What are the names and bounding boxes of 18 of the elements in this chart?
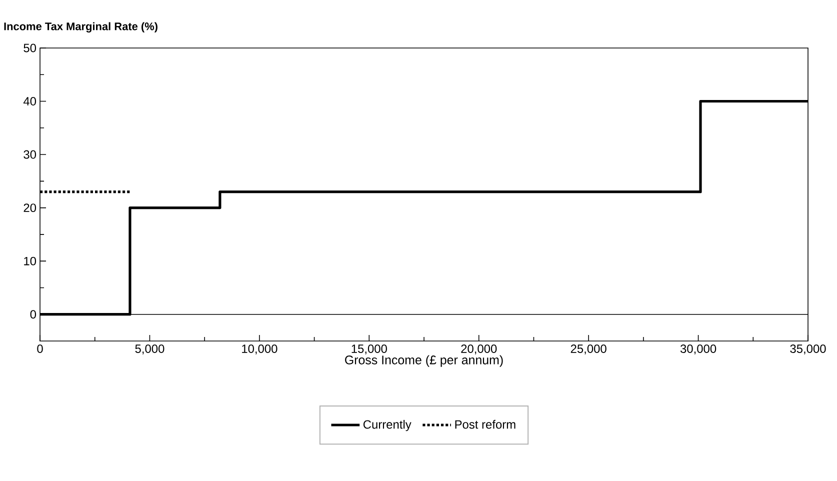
x-tick-label: 20,000	[461, 344, 497, 354]
x-tick-label: 25,000	[570, 344, 606, 354]
y-axis-title: Income Tax Marginal Rate (%)	[4, 22, 158, 32]
x-tick-label: 5,000	[135, 344, 164, 354]
x-axis-title: Gross Income (£ per annum)	[345, 355, 503, 367]
y-tick-label: 30	[24, 150, 36, 159]
y-tick-label: 20	[24, 204, 36, 212]
legend-label: Post reform	[455, 420, 516, 429]
y-tick-label: 50	[24, 44, 36, 52]
x-tick-label: 30,000	[680, 344, 716, 354]
x-tick-label: 10,000	[242, 344, 278, 354]
legend-label: Currently	[363, 420, 412, 432]
x-tick-label: 0	[37, 344, 43, 353]
y-tick-label: 10	[24, 256, 36, 266]
x-tick-label: 35,000	[790, 344, 826, 354]
y-tick-label: 40	[23, 97, 36, 106]
y-tick-label: 0	[30, 310, 36, 319]
x-tick-label: 15,000	[352, 344, 387, 354]
